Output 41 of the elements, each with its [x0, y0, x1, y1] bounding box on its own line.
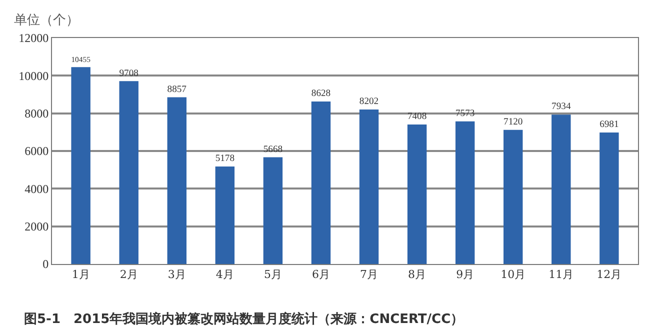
data-label: 6981: [600, 119, 619, 130]
x-tick-label: 1月: [72, 268, 90, 282]
x-tick-label: 12月: [596, 268, 622, 282]
data-label: 8857: [167, 84, 187, 95]
bar: [119, 81, 138, 264]
y-tick-label: 10000: [18, 68, 49, 83]
y-tick-label: 2000: [24, 220, 49, 234]
y-tick-label: 6000: [24, 144, 49, 158]
y-tick-label: 12000: [18, 31, 49, 46]
bar: [215, 166, 235, 264]
data-label: 7934: [552, 101, 571, 112]
bar: [600, 132, 619, 264]
bar: [167, 97, 186, 264]
x-tick-label: 4月: [216, 268, 234, 282]
x-tick-label: 9月: [456, 268, 474, 282]
bar: [71, 67, 90, 264]
x-tick-label: 5月: [264, 268, 282, 282]
text: 图5-1 2015年我国境内被篡改网站数量月度统计（来源：CNCERT/CC）: [24, 311, 464, 327]
data-label: 7408: [407, 111, 427, 122]
bar: [552, 114, 571, 264]
data-label: 5178: [215, 153, 235, 164]
y-axis-title: 单位（个）: [14, 13, 79, 28]
bar: [504, 130, 523, 264]
x-tick-label: 11月: [548, 268, 574, 282]
x-tick-label: 6月: [312, 268, 330, 282]
x-tick-label: 3月: [168, 268, 186, 282]
bar: [263, 157, 283, 264]
data-label: 7120: [504, 116, 523, 128]
x-tick-label: 7月: [360, 268, 378, 282]
x-tick-label: 2月: [120, 268, 138, 282]
data-label: 8628: [311, 88, 331, 100]
y-tick-label: 0: [42, 257, 49, 272]
bar: [311, 102, 331, 264]
y-tick-label: 8000: [24, 106, 49, 121]
bar: [359, 110, 379, 264]
data-label: 8202: [359, 96, 379, 108]
x-tick-label: 8月: [408, 268, 426, 282]
y-tick-label: 4000: [24, 182, 49, 196]
bar: [455, 121, 475, 264]
x-tick-label: 10月: [500, 268, 526, 282]
bar: [407, 124, 427, 264]
